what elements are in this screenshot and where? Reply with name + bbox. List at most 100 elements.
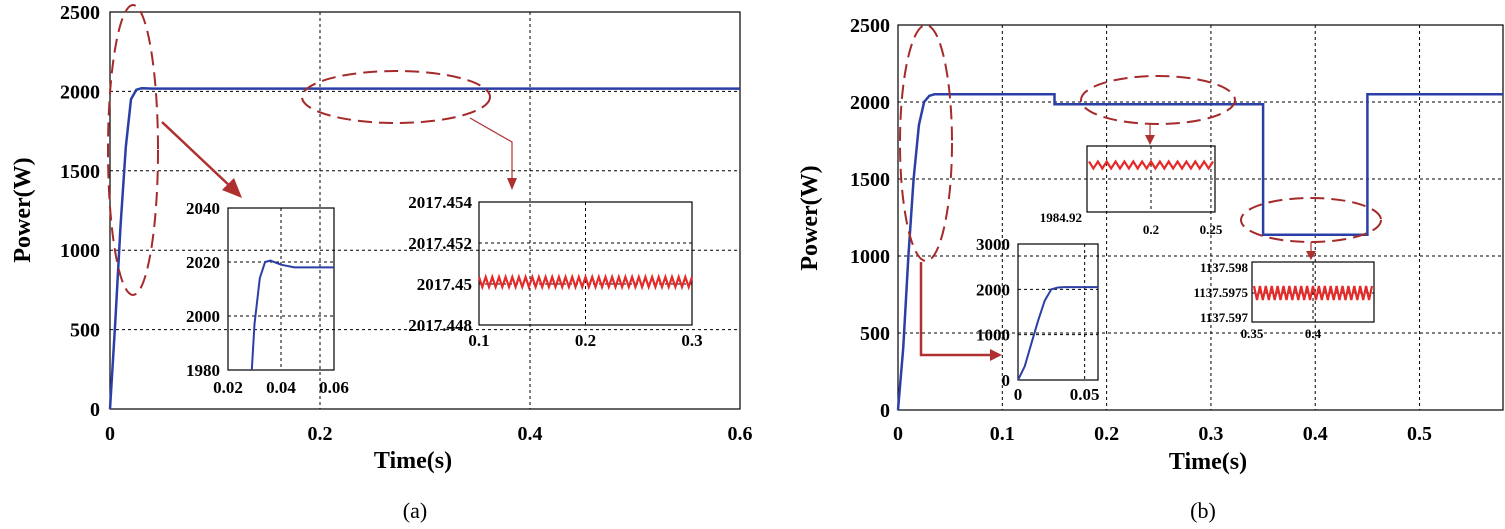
panel-a-caption: (a) bbox=[403, 498, 427, 523]
panel-b-inset-3-ticks: 1137.597 1137.5975 1137.598 0.35 0.4 bbox=[1193, 260, 1321, 341]
panel-a-ytick-label: 1500 bbox=[60, 161, 100, 183]
panel-b-zoom-arrow-1 bbox=[919, 262, 990, 357]
panel-b-arrowhead-1 bbox=[990, 349, 1002, 361]
panel-b-inset-2-ytick-label: 1984.92 bbox=[1040, 210, 1082, 225]
panel-b-inset-2-xtick-label: 0.25 bbox=[1200, 222, 1223, 237]
panel-b-inset-2: 0.2 0.25 1984.92 bbox=[1040, 145, 1223, 237]
panel-b-inset-2-ticks: 0.2 0.25 1984.92 bbox=[1040, 210, 1223, 237]
panel-a-inset-1-xtick-label: 0.06 bbox=[319, 378, 349, 397]
panel-a-inset-1-ytick-label: 2000 bbox=[186, 307, 220, 326]
panel-b-xtick-label: 0 bbox=[893, 423, 903, 445]
panel-b-inset-1-ytick-label: 1000 bbox=[976, 326, 1010, 345]
panel-b-inset-3-ytick-label: 1137.598 bbox=[1200, 260, 1249, 275]
panel-b-ytick-label: 500 bbox=[860, 323, 890, 345]
panel-b-inset-1-xtick-label: 0.05 bbox=[1070, 385, 1100, 404]
panel-b-inset-3: 1137.597 1137.5975 1137.598 0.35 0.4 bbox=[1193, 260, 1375, 341]
panel-b-arrowhead-2 bbox=[1145, 135, 1155, 145]
panel-a-zoom-arrow-1 bbox=[161, 121, 233, 189]
panel-a-arrowhead-1 bbox=[222, 178, 242, 198]
panel-b-inset-3-ripple bbox=[1252, 285, 1374, 301]
panel-a-inset-2-ytick-label: 2017.45 bbox=[417, 275, 472, 294]
panel-b-inset-3-xtick-label: 0.4 bbox=[1305, 326, 1322, 341]
panel-b-inset-2-ripple bbox=[1088, 159, 1214, 171]
panel-a-inset-1-ytick-label: 2020 bbox=[186, 253, 220, 272]
panel-b-inset-2-xtick-label: 0.2 bbox=[1143, 222, 1159, 237]
panel-a-inset-2: 2017.448 2017.45 2017.452 2017.454 0.1 0.2 0.3 bbox=[408, 193, 702, 350]
panel-a-inset-1: 1980 2000 2020 2040 0.02 0.04 0.06 bbox=[186, 199, 349, 397]
panel-b-ytick-label: 1000 bbox=[850, 246, 890, 268]
panel-b-ytick-label: 2500 bbox=[850, 15, 890, 37]
panel-a-inset-2-ytick-label: 2017.448 bbox=[408, 316, 472, 335]
panel-b-ytick-label: 0 bbox=[880, 400, 890, 422]
panel-a-xtick-label: 0.6 bbox=[728, 423, 753, 445]
panel-a-inset-1-xtick-label: 0.04 bbox=[266, 378, 296, 397]
panel-b-power-curve bbox=[896, 93, 1503, 411]
panel-a-arrowhead-2 bbox=[507, 178, 517, 190]
panel-a-power-curve bbox=[108, 86, 740, 410]
panel-a-ytick-label: 0 bbox=[90, 399, 100, 421]
panel-a: 0 500 1000 1500 2000 2500 0 0.2 0.4 0.6 Power(W)… bbox=[10, 2, 753, 523]
panel-a-inset-2-grid bbox=[479, 202, 692, 325]
panel-b-xtick-label: 0.4 bbox=[1303, 423, 1328, 445]
panel-a-x-ticks: 0 0.2 0.4 0.6 bbox=[105, 423, 753, 445]
panel-b-inset-3-ytick-label: 1137.597 bbox=[1200, 310, 1249, 325]
panel-a-inset-1-curve bbox=[250, 259, 334, 371]
panel-a-inset-1-ticks: 1980 2000 2020 2040 0.02 0.04 0.06 bbox=[186, 199, 349, 397]
panel-b-xlabel: Time(s) bbox=[1169, 449, 1247, 475]
panel-a-inset-2-ytick-label: 2017.452 bbox=[408, 234, 472, 253]
panel-a-xlabel: Time(s) bbox=[374, 448, 452, 474]
panel-a-ylabel: Power(W) bbox=[10, 157, 36, 262]
panel-b-xtick-label: 0.5 bbox=[1407, 423, 1432, 445]
panel-b-inset-1: 0 1000 2000 3000 0 0.05 bbox=[976, 235, 1100, 404]
panel-b-inset-3-ytick-label: 1137.5975 bbox=[1193, 285, 1248, 300]
panel-b-xtick-label: 0.3 bbox=[1198, 423, 1223, 445]
panel-a-inset-2-ripple bbox=[477, 273, 694, 291]
panel-b-caption: (b) bbox=[1190, 498, 1216, 523]
panel-a-inset-1-ytick-label: 2040 bbox=[186, 199, 220, 218]
panel-a-inset-1-grid bbox=[228, 208, 334, 370]
panel-b-inset-1-ytick-label: 2000 bbox=[976, 280, 1010, 299]
panel-a-ytick-label: 500 bbox=[70, 320, 100, 342]
panel-a-steady-ellipse bbox=[301, 70, 491, 124]
panel-b-ylabel: Power(W) bbox=[797, 165, 823, 270]
panel-b-x-ticks: 0 0.1 0.2 0.3 0.4 0.5 bbox=[893, 423, 1432, 445]
panel-a-y-ticks: 0 500 1000 1500 2000 2500 bbox=[60, 2, 100, 421]
panel-b-inset-3-xtick-label: 0.35 bbox=[1241, 326, 1264, 341]
panel-a-inset-2-xtick-label: 0.3 bbox=[681, 331, 702, 350]
panel-a-xtick-label: 0 bbox=[105, 423, 115, 445]
panel-b-inset-1-frame bbox=[1017, 243, 1099, 381]
panel-b-xtick-label: 0.1 bbox=[990, 423, 1015, 445]
panel-b-inset-1-curve bbox=[1017, 286, 1098, 381]
panel-b-ytick-label: 1500 bbox=[850, 169, 890, 191]
panel-b-step2-ellipse bbox=[1240, 197, 1382, 243]
panel-b-step1-ellipse bbox=[1080, 75, 1236, 125]
panel-a-inset-2-ticks: 2017.448 2017.45 2017.452 2017.454 0.1 0.2 0.3 bbox=[408, 193, 702, 350]
panel-a-ytick-label: 2500 bbox=[60, 2, 100, 24]
panel-a-xtick-label: 0.4 bbox=[518, 423, 543, 445]
panel-a-xtick-label: 0.2 bbox=[308, 423, 333, 445]
panel-b: 0 500 1000 1500 2000 2500 0 0.1 0.2 0.3 0.4 0.5 Po… bbox=[797, 15, 1504, 523]
panel-b-transient-ellipse bbox=[899, 24, 953, 262]
panel-a-zoom-arrow-2 bbox=[469, 117, 513, 180]
panel-a-ytick-label: 1000 bbox=[60, 240, 100, 262]
panel-b-inset-1-grid bbox=[1018, 244, 1098, 380]
panel-b-ytick-label: 2000 bbox=[850, 92, 890, 114]
panel-b-xtick-label: 0.2 bbox=[1094, 423, 1119, 445]
panel-b-inset-1-ytick-label: 3000 bbox=[976, 235, 1010, 254]
panel-a-ytick-label: 2000 bbox=[60, 81, 100, 103]
panel-b-inset-1-ticks: 0 1000 2000 3000 0 0.05 bbox=[976, 235, 1100, 404]
panel-a-inset-1-ytick-label: 1980 bbox=[186, 361, 220, 380]
panel-a-grid bbox=[110, 12, 740, 409]
panel-a-inset-2-ytick-label: 2017.454 bbox=[408, 193, 472, 212]
panel-b-inset-1-xtick-label: 0 bbox=[1014, 385, 1023, 404]
panel-a-inset-2-xtick-label: 0.2 bbox=[575, 331, 596, 350]
panel-b-grid bbox=[898, 25, 1503, 410]
panel-b-arrowhead-3 bbox=[1306, 251, 1316, 260]
panel-b-inset-1-ytick-label: 0 bbox=[1002, 371, 1011, 390]
panel-b-y-ticks: 0 500 1000 1500 2000 2500 bbox=[850, 15, 890, 422]
panel-a-transient-ellipse bbox=[107, 4, 159, 296]
panel-b-plot-frame bbox=[897, 24, 1504, 411]
panel-a-inset-1-xtick-label: 0.02 bbox=[213, 378, 243, 397]
panel-a-inset-2-xtick-label: 0.1 bbox=[468, 331, 489, 350]
